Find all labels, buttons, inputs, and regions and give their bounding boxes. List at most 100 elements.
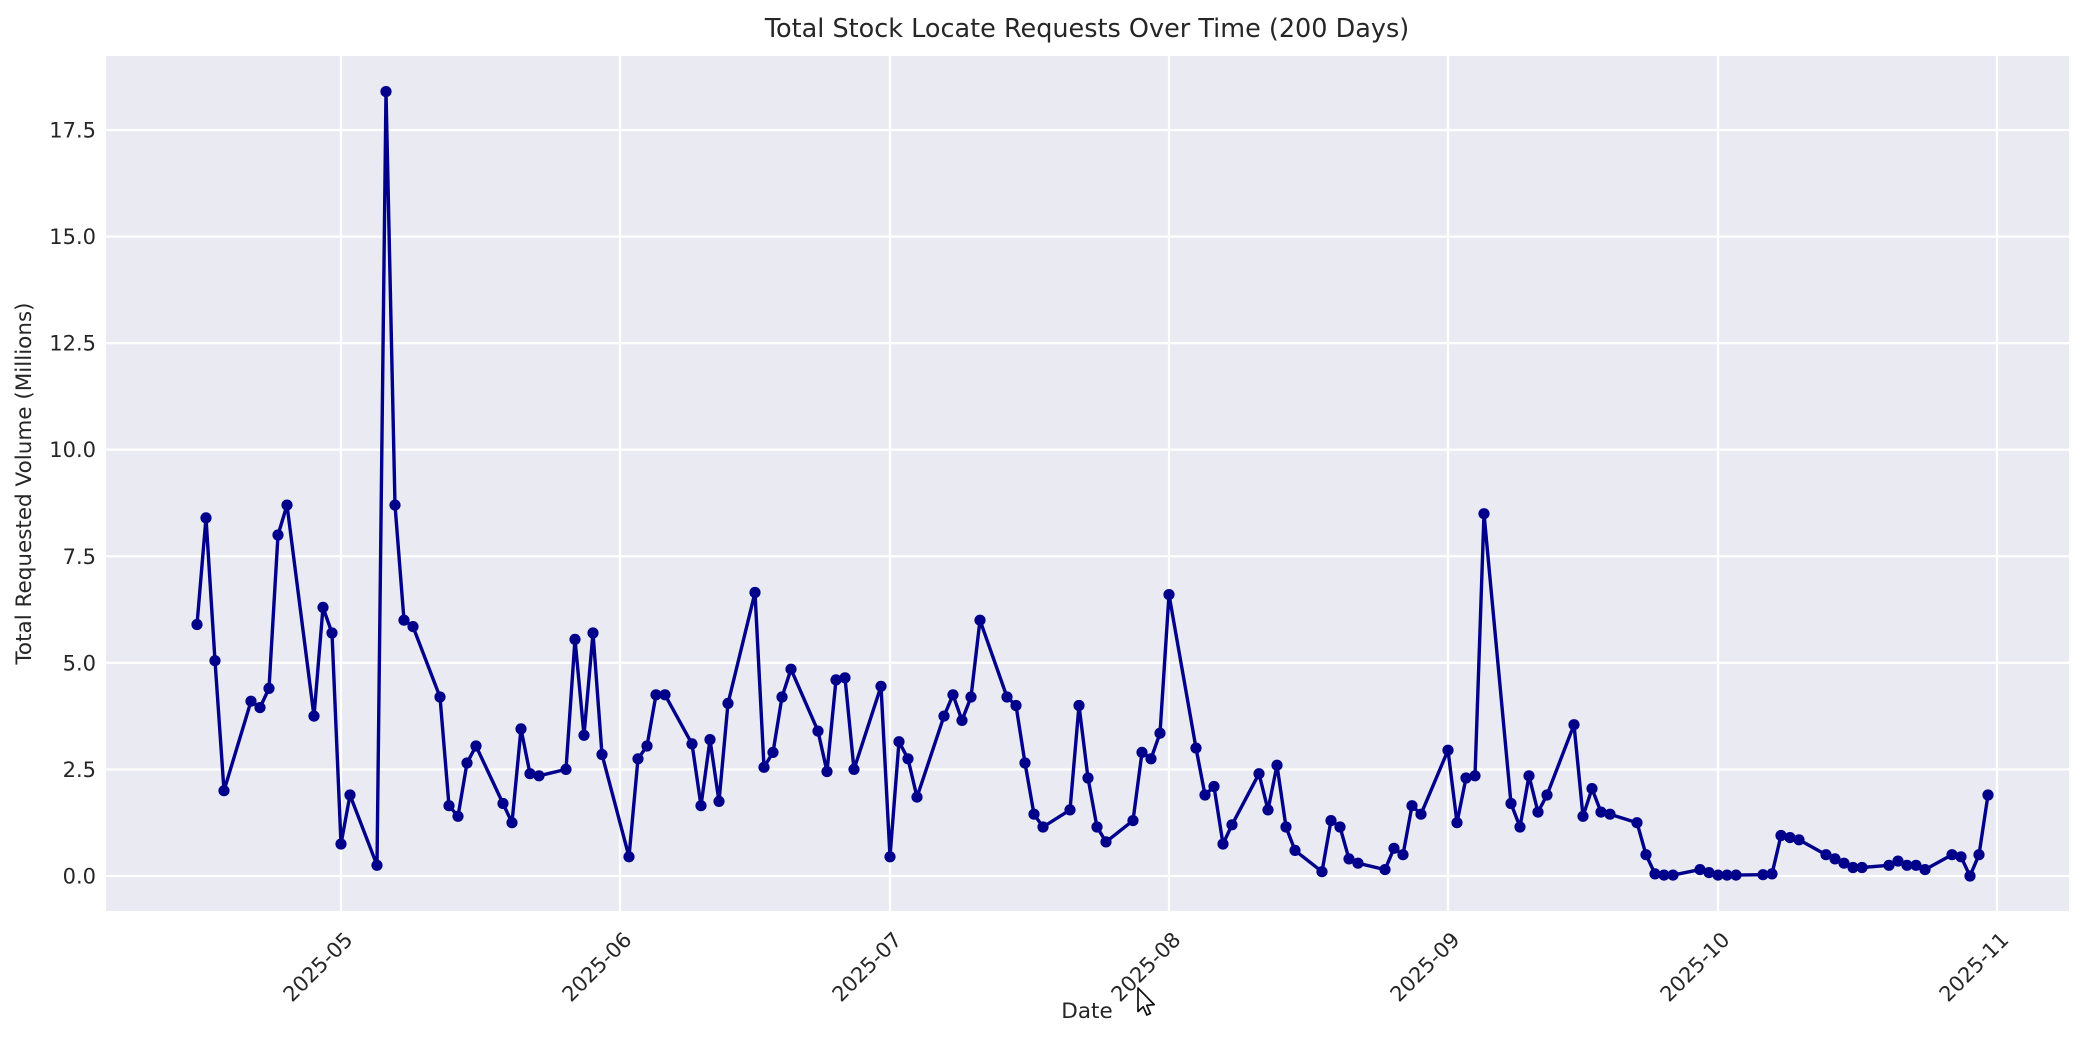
data-point <box>569 633 581 646</box>
data-point <box>398 614 410 626</box>
data-point <box>380 86 392 98</box>
data-point <box>1883 859 1895 871</box>
data-point <box>722 697 734 710</box>
data-point <box>1127 815 1139 827</box>
data-point <box>218 785 230 797</box>
mouse-cursor-icon <box>1137 987 1156 1016</box>
data-point <box>1136 746 1148 759</box>
x-axis-label: Date <box>1061 999 1112 1024</box>
data-point <box>1577 810 1589 822</box>
data-point <box>524 768 536 780</box>
data-point <box>1379 864 1391 876</box>
data-point <box>1460 772 1472 784</box>
data-point <box>1208 780 1220 793</box>
data-point <box>1919 864 1931 876</box>
data-point <box>254 702 266 714</box>
data-point <box>1217 838 1229 850</box>
data-point <box>461 757 473 769</box>
data-point <box>1343 853 1355 865</box>
data-point <box>1271 759 1283 771</box>
data-point <box>317 601 329 614</box>
x-tick: 2025-05 <box>279 928 358 1007</box>
data-point <box>308 710 320 722</box>
data-point <box>209 655 221 667</box>
data-point <box>938 710 950 722</box>
data-point <box>1640 849 1652 861</box>
data-point <box>1658 869 1670 881</box>
data-point <box>1595 806 1607 818</box>
data-point <box>1478 508 1490 520</box>
data-point <box>587 627 599 639</box>
data-point <box>1100 836 1112 848</box>
data-point <box>1523 770 1535 782</box>
data-point <box>1253 768 1265 780</box>
data-point <box>1532 806 1544 818</box>
data-point <box>1334 821 1346 833</box>
data-point <box>1415 808 1427 820</box>
data-point <box>1073 699 1085 712</box>
data-point <box>335 838 347 850</box>
data-point <box>821 766 833 778</box>
data-point <box>1712 869 1724 881</box>
data-point <box>1730 869 1742 881</box>
data-point <box>902 753 914 765</box>
data-point <box>1442 744 1454 756</box>
data-point <box>659 689 671 701</box>
data-point <box>1838 857 1850 869</box>
y-tick-label: 12.5 <box>49 332 96 356</box>
data-point <box>1793 834 1805 846</box>
data-point <box>893 736 905 748</box>
data-point <box>1352 857 1364 869</box>
data-point <box>650 689 662 701</box>
data-point <box>1010 699 1022 712</box>
data-point <box>443 800 455 812</box>
data-point <box>1982 789 1994 801</box>
data-point <box>839 672 851 684</box>
data-point <box>1856 861 1868 874</box>
data-point <box>1001 691 1013 703</box>
data-point <box>515 723 527 735</box>
data-point <box>974 614 986 626</box>
data-point <box>1325 815 1337 827</box>
data-point <box>1649 868 1661 880</box>
data-point <box>1721 869 1733 881</box>
data-point <box>1028 808 1040 820</box>
data-markers <box>191 86 1994 882</box>
data-point <box>1901 859 1913 871</box>
data-point <box>1784 832 1796 844</box>
data-point <box>1037 821 1049 833</box>
data-point <box>1190 742 1202 754</box>
data-point <box>1388 842 1400 854</box>
data-point <box>947 689 959 701</box>
data-point <box>875 680 887 692</box>
data-point <box>1586 783 1598 795</box>
x-tick-label: 2025-08 <box>1107 928 1186 1007</box>
data-point <box>1955 851 1967 863</box>
data-point <box>281 499 293 511</box>
data-point <box>785 663 797 675</box>
data-point <box>326 627 338 639</box>
data-point <box>1604 808 1616 820</box>
data-point <box>1316 866 1328 878</box>
x-tick: 2025-11 <box>1935 928 2014 1007</box>
data-point <box>632 753 644 765</box>
data-point <box>767 746 779 759</box>
x-tick: 2025-09 <box>1386 928 1465 1007</box>
data-point <box>1766 868 1778 880</box>
data-point <box>641 740 653 752</box>
data-point <box>1568 719 1580 731</box>
x-tick: 2025-08 <box>1107 928 1186 1007</box>
data-point <box>1064 804 1076 816</box>
x-tick: 2025-06 <box>558 928 637 1007</box>
data-point <box>1145 753 1157 765</box>
data-point <box>1082 772 1094 784</box>
data-point <box>470 740 482 752</box>
data-point <box>1505 797 1517 810</box>
data-point <box>758 761 770 773</box>
data-point <box>1019 757 1031 769</box>
x-tick: 2025-10 <box>1656 928 1735 1007</box>
data-point <box>1541 789 1553 801</box>
data-point <box>1667 869 1679 881</box>
